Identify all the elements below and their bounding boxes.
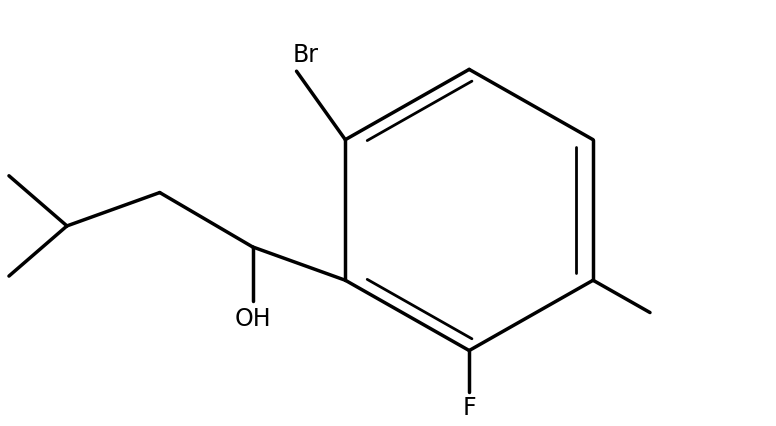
Text: Br: Br: [293, 43, 319, 67]
Text: F: F: [462, 396, 476, 420]
Text: OH: OH: [234, 308, 271, 331]
